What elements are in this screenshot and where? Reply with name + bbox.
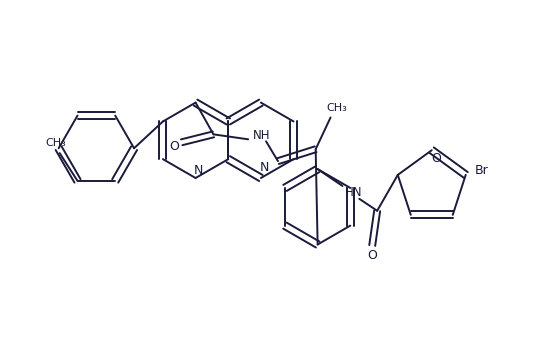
Text: HN: HN <box>345 186 362 199</box>
Text: N: N <box>194 164 203 177</box>
Text: O: O <box>431 151 441 165</box>
Text: Br: Br <box>475 164 489 177</box>
Text: N: N <box>260 160 269 174</box>
Text: CH₃: CH₃ <box>326 103 347 113</box>
Text: CH₃: CH₃ <box>45 138 66 148</box>
Text: NH: NH <box>254 129 271 142</box>
Text: O: O <box>169 140 179 153</box>
Text: O: O <box>367 249 377 262</box>
